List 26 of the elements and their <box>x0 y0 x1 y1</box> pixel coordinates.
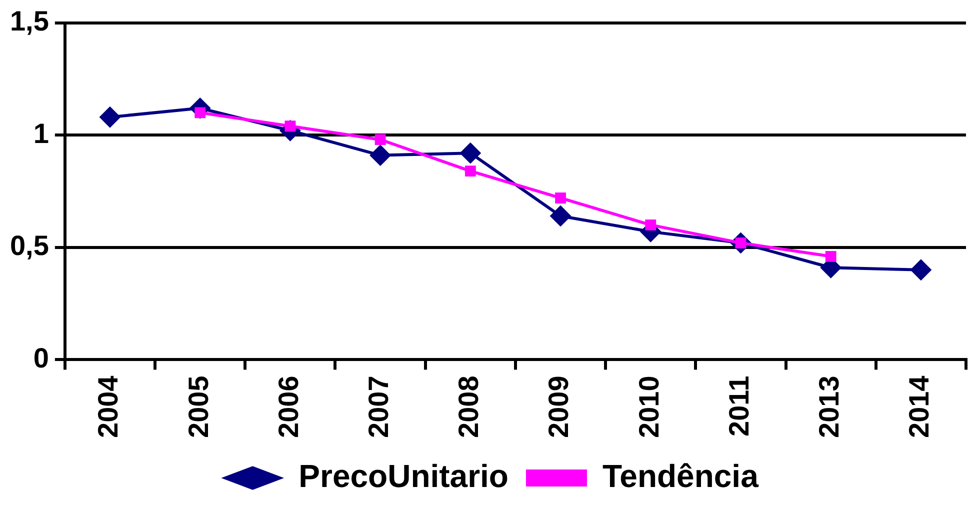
point <box>910 259 932 280</box>
y-tick-label: 1 <box>33 118 49 149</box>
x-tick-label: 2004 <box>92 375 124 438</box>
point <box>460 142 481 164</box>
x-tick-label: 2008 <box>453 376 484 438</box>
legend-label: Tendência <box>602 458 759 494</box>
x-tick-label: 2009 <box>543 376 574 438</box>
point <box>464 166 476 176</box>
point <box>645 219 656 230</box>
point <box>555 192 566 204</box>
point <box>825 250 836 262</box>
y-tick-label: 0 <box>33 342 49 374</box>
x-tick-label: 2014 <box>904 375 935 438</box>
legend-label: PrecoUnitario <box>298 458 508 494</box>
x-tick-label: 2007 <box>363 376 394 438</box>
point <box>550 205 572 226</box>
x-tick-label: 2005 <box>182 376 214 438</box>
x-tick-label: 2010 <box>633 376 664 438</box>
point <box>374 134 386 146</box>
y-tick-label: 0,5 <box>10 230 49 262</box>
point <box>99 106 120 128</box>
x-tick-label: 2013 <box>814 376 845 438</box>
x-tick-label: 2006 <box>272 376 304 438</box>
x-tick-label: 2011 <box>723 376 754 436</box>
point <box>370 144 391 166</box>
y-tick-label: 1,5 <box>10 6 49 37</box>
